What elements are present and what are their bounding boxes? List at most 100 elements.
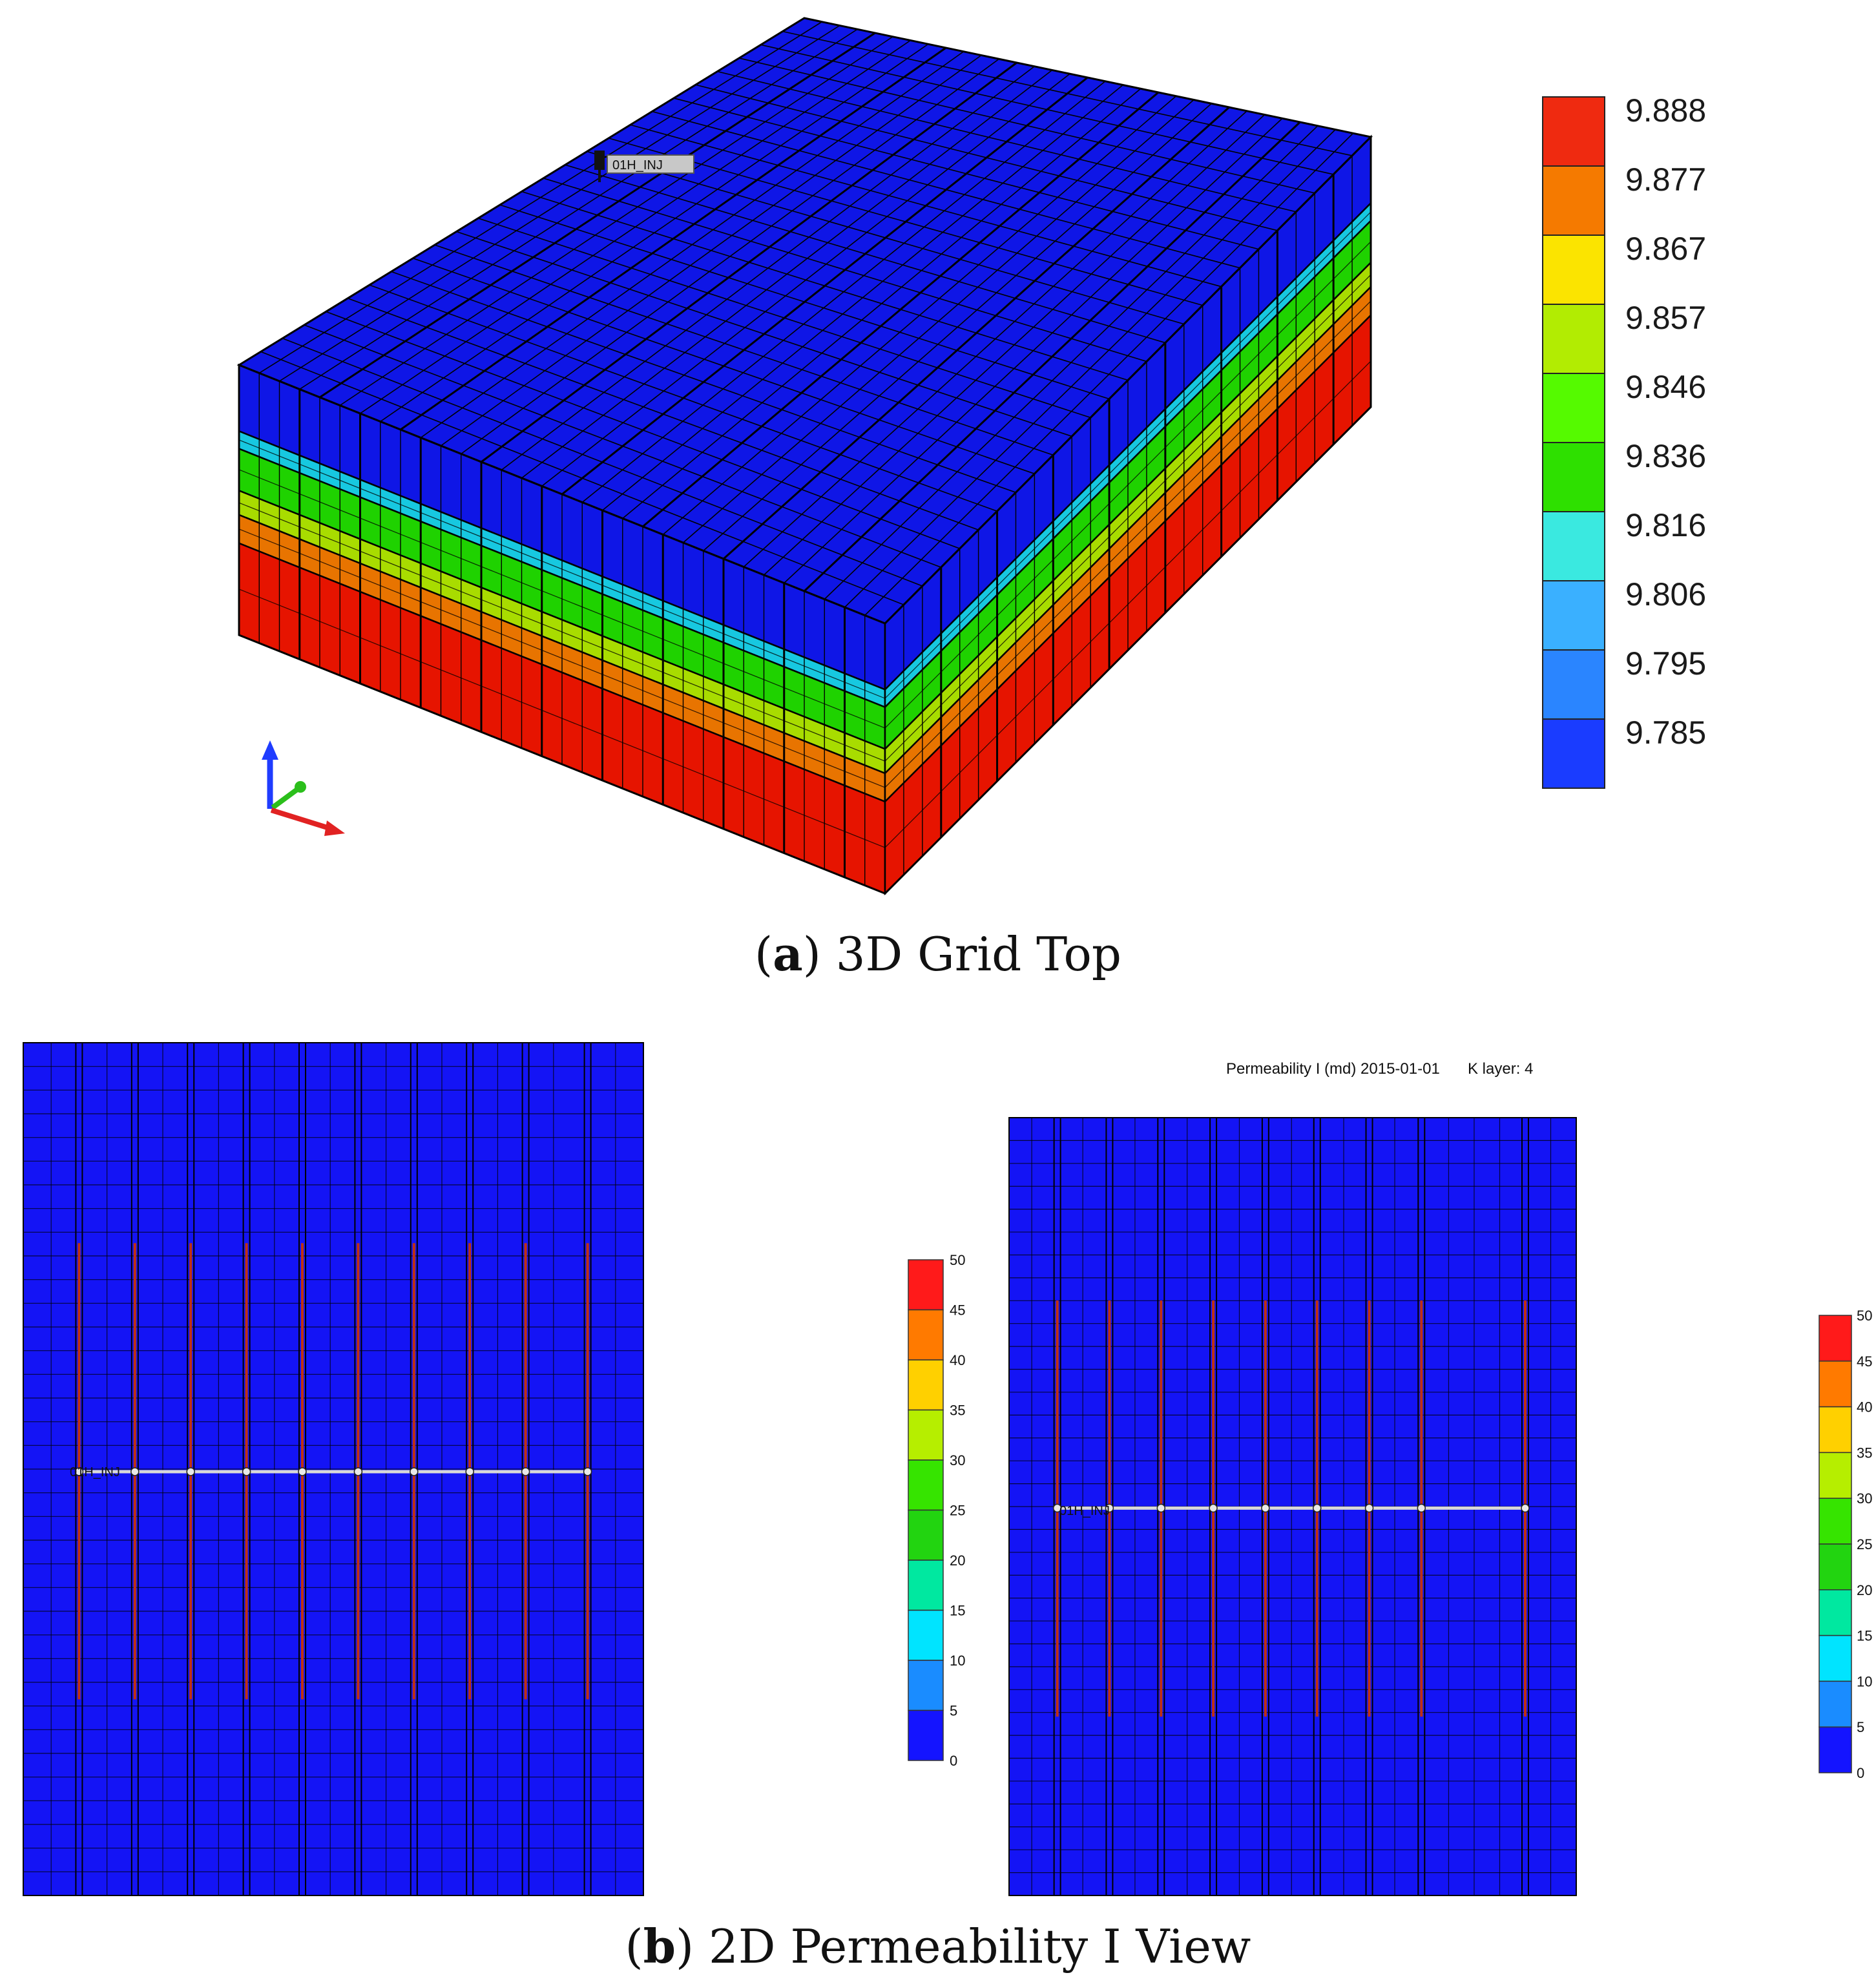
- legend-a-label: 9.806: [1625, 576, 1706, 612]
- legend-a-swatch: [1542, 96, 1605, 167]
- top-grid-line: [630, 124, 1222, 287]
- legend-a-label: 9.795: [1625, 645, 1706, 682]
- orientation-axes-icon: [262, 740, 345, 836]
- legend-a-label: 9.857: [1625, 300, 1706, 336]
- legend-panel-a: 9.888 9.877 9.867 9.857 9.846 9.836 9.816 9.806…: [1542, 92, 1706, 789]
- legend-b-label: 25: [950, 1503, 965, 1519]
- legend-b-label: 5: [950, 1703, 957, 1719]
- perforation-marker: [1521, 1503, 1530, 1513]
- top-grid-line: [456, 231, 1072, 437]
- legend-b-swatch: [1819, 1452, 1852, 1499]
- legend-a-swatch: [1542, 235, 1605, 305]
- legend-a-label: 9.785: [1625, 715, 1706, 751]
- top-grid-line: [760, 44, 1334, 175]
- header-property: Permeability I (md) 2015-01-01: [1226, 1060, 1440, 1078]
- top-grid-line: [260, 351, 904, 605]
- perforation-marker: [1417, 1503, 1426, 1513]
- legend-b-swatch: [1819, 1543, 1852, 1591]
- permeability-map-left: [23, 1042, 644, 1896]
- legend-a-swatch: [1542, 304, 1605, 374]
- legend-b-swatch: [1819, 1726, 1852, 1773]
- top-grid-line: [477, 218, 1091, 419]
- well-label-left: 01H_INJ: [70, 1465, 120, 1479]
- top-grid-line: [391, 271, 1016, 494]
- legend-b-swatch: [908, 1560, 944, 1611]
- legend-b-label: 25: [1857, 1536, 1872, 1552]
- perforation-marker: [521, 1467, 530, 1476]
- top-grid-line: [695, 84, 1278, 231]
- legend-b-swatch: [1819, 1361, 1852, 1408]
- perforation-marker: [1364, 1503, 1374, 1513]
- legend-b-label: 35: [1857, 1445, 1872, 1461]
- top-grid-line: [521, 191, 1129, 381]
- legend-b-label: 40: [1857, 1399, 1872, 1415]
- legend-b-swatch: [1819, 1589, 1852, 1636]
- legend-a-label: 9.888: [1625, 92, 1706, 129]
- legend-b-label: 30: [950, 1452, 965, 1468]
- legend-b-label: 45: [950, 1302, 965, 1319]
- caption-b-letter: b: [643, 1919, 676, 1974]
- perforation-marker: [1313, 1503, 1322, 1513]
- legend-b-swatch: [1819, 1634, 1852, 1682]
- legend-b-label: 0: [950, 1753, 957, 1769]
- legend-a-swatch: [1542, 165, 1605, 236]
- caption-a-letter: a: [773, 926, 803, 981]
- perforation-marker: [1052, 1503, 1062, 1513]
- caption-b-text: 2D Permeability I View: [709, 1919, 1251, 1974]
- legend-a-swatch: [1542, 718, 1605, 789]
- perforation-marker: [130, 1467, 140, 1476]
- legend-b-swatch: [908, 1259, 944, 1311]
- panel-a-3d-grid: 01H_INJ 9.8889.8779.8679.8579.8469.8369.…: [236, 17, 1706, 981]
- perforation-marker: [1105, 1503, 1114, 1513]
- well-marker: 01H_INJ: [594, 151, 694, 182]
- perforation-marker: [583, 1467, 592, 1476]
- legend-b-swatch: [908, 1660, 944, 1711]
- legend-a-label: 9.867: [1625, 231, 1706, 267]
- legend-b-swatch: [908, 1359, 944, 1411]
- legend-b-swatch: [908, 1409, 944, 1461]
- legend-b-label: 50: [1857, 1308, 1872, 1324]
- top-grid-line: [738, 57, 1315, 194]
- legend-b-label: 20: [950, 1552, 965, 1569]
- top-grid-line: [587, 151, 1184, 325]
- caption-a-text: 3D Grid Top: [836, 927, 1121, 981]
- perforation-marker: [298, 1467, 307, 1476]
- well-label-right: 01H_INJ: [1059, 1504, 1110, 1518]
- legend-b-label: 0: [1857, 1765, 1864, 1781]
- perforation-marker: [242, 1467, 251, 1476]
- perforation-marker: [465, 1467, 474, 1476]
- legend-a-swatch: [1542, 511, 1605, 581]
- map-border: [23, 1042, 644, 1896]
- perforation-marker: [186, 1467, 195, 1476]
- legend-a-swatch: [1542, 373, 1605, 443]
- y-axis-icon: [271, 787, 299, 810]
- legend-b-swatch: [1819, 1315, 1852, 1362]
- caption-b: (b) 2D Permeability I View: [625, 1919, 1251, 1974]
- legend-b-label: 10: [950, 1653, 965, 1669]
- legend-a-label: 9.836: [1625, 438, 1706, 474]
- legend-b-label: 15: [950, 1603, 965, 1619]
- block-outline: [238, 134, 1372, 895]
- perforation-marker: [1261, 1503, 1270, 1513]
- perforation-marker: [410, 1467, 419, 1476]
- top-grid-line: [565, 164, 1166, 344]
- legend-b-swatch: [908, 1509, 944, 1561]
- y-arrowhead-icon: [295, 781, 306, 793]
- 3d-grid-block: [236, 17, 1373, 896]
- legend-b-label: 40: [950, 1352, 965, 1368]
- perforation-marker: [1156, 1503, 1166, 1513]
- top-grid-line: [369, 284, 997, 512]
- legend-a-label: 9.816: [1625, 507, 1706, 543]
- top-grid-line: [412, 258, 1035, 475]
- legend-a-swatch: [1542, 649, 1605, 720]
- legend-b-swatch: [908, 1609, 944, 1661]
- permeability-map-right: [1008, 1117, 1577, 1896]
- legend-b-label: 35: [950, 1403, 965, 1419]
- legend-b-label: 10: [1857, 1673, 1872, 1689]
- x-arrowhead-icon: [324, 820, 345, 836]
- z-arrowhead-icon: [262, 740, 278, 760]
